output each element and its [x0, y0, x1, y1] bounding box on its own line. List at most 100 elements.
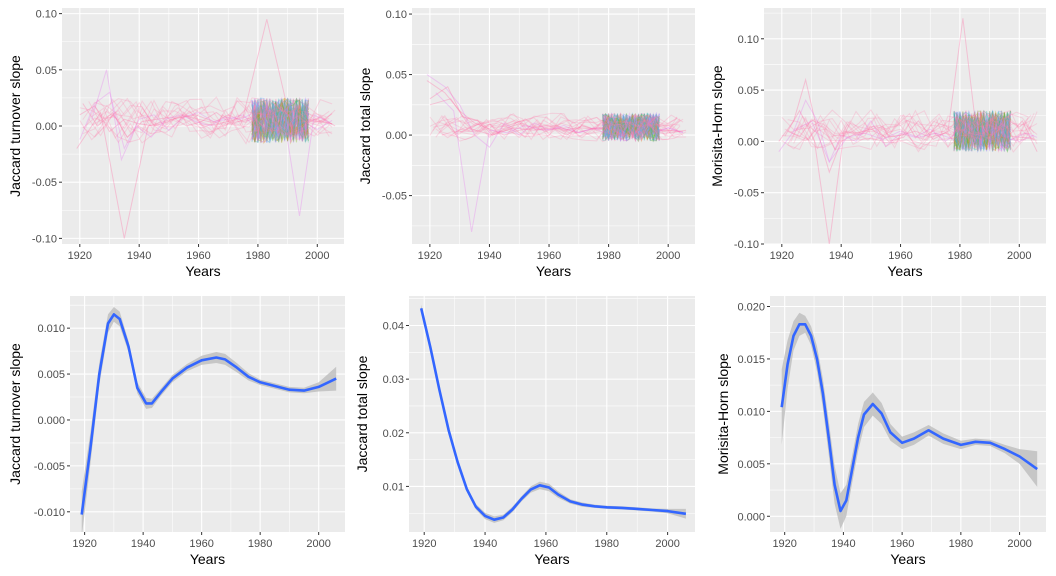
series-line [953, 109, 1011, 151]
series-line [602, 113, 660, 143]
series-line [435, 92, 684, 232]
series-line [251, 98, 309, 143]
series-line [251, 96, 309, 142]
series-line [787, 120, 1038, 153]
x-tick-label: 1940 [477, 250, 501, 262]
series-line [602, 113, 660, 140]
series-line [602, 112, 660, 133]
series-line [251, 99, 309, 143]
series-line [602, 113, 660, 140]
series-line [787, 117, 1038, 152]
series-line [781, 109, 1032, 142]
series-line [602, 116, 660, 141]
smooth-line [780, 323, 1038, 513]
series-line [602, 114, 660, 142]
series-line [602, 112, 660, 142]
series-line [251, 97, 309, 141]
series-line [251, 104, 309, 144]
series-line [251, 97, 309, 144]
series-line [953, 110, 1011, 152]
series-line [88, 98, 327, 135]
x-tick-label: 2000 [306, 538, 330, 550]
series-line [602, 114, 660, 141]
series-line [251, 101, 309, 140]
series-line [251, 99, 309, 142]
series-line [602, 113, 660, 136]
y-tick-label: 0.00 [386, 130, 407, 142]
series-line [602, 113, 660, 142]
series-line [953, 110, 1011, 151]
series-line [953, 111, 1011, 153]
series-line [251, 98, 309, 143]
x-tick-label: 1960 [534, 538, 558, 550]
series-line [953, 111, 1011, 151]
series-line [432, 112, 684, 135]
series-line [438, 113, 678, 137]
series-line [602, 114, 660, 143]
y-tick-label: 0.05 [36, 65, 57, 77]
series-line [602, 112, 660, 140]
series-line [251, 99, 309, 145]
x-axis-title: Years [890, 551, 925, 567]
series-line [432, 114, 684, 137]
series-line [251, 103, 309, 143]
series-line [602, 113, 660, 140]
series-line [251, 100, 309, 143]
series-line [251, 100, 309, 141]
series-line [953, 111, 1011, 152]
series-line [429, 85, 687, 136]
series-line [953, 110, 1011, 152]
series-line [602, 113, 660, 141]
plot-background [412, 8, 695, 244]
smooth-line [419, 308, 687, 521]
series-line [953, 115, 1011, 152]
series-line [953, 111, 1011, 152]
plot-background [70, 296, 345, 532]
series-line [953, 110, 1011, 147]
series-line [953, 111, 1011, 152]
x-tick-label: 1940 [131, 538, 155, 550]
series-line [602, 114, 660, 139]
series-line [953, 113, 1011, 152]
series-line [251, 99, 309, 143]
series-line [953, 119, 1011, 150]
series-line [251, 97, 309, 143]
series-line [602, 116, 660, 141]
series-line [602, 113, 660, 142]
series-line [251, 99, 309, 144]
series-line [793, 120, 1038, 163]
series-line [94, 101, 333, 135]
x-tick-label: 2000 [656, 250, 680, 262]
x-tick-label: 1940 [829, 250, 853, 262]
series-line [602, 113, 660, 142]
plot-area [780, 312, 1038, 529]
series-line [602, 111, 660, 143]
y-tick-label: 0.10 [386, 9, 407, 21]
series-line [251, 100, 309, 141]
series-line [953, 113, 1011, 149]
series-line [602, 115, 660, 143]
series-line [426, 74, 684, 148]
x-tick-label: 1980 [948, 250, 972, 262]
series-line [79, 97, 330, 136]
series-line [602, 113, 660, 140]
series-line [251, 97, 309, 141]
series-line [251, 97, 309, 142]
series-line [251, 100, 309, 140]
series-line [251, 100, 309, 143]
series-line [602, 116, 660, 143]
series-line [91, 69, 330, 216]
y-axis-title: Jaccard total slope [354, 355, 370, 472]
series-line [953, 110, 1011, 153]
x-tick-label: 1920 [68, 250, 92, 262]
series-line [953, 111, 1011, 150]
series-line [953, 112, 1011, 150]
series-line [94, 104, 333, 137]
y-tick-label: -0.10 [32, 233, 57, 245]
series-line [602, 114, 660, 141]
series-line [953, 112, 1011, 151]
x-tick-label: 1960 [189, 538, 213, 550]
series-line [602, 112, 660, 142]
series-line [602, 114, 660, 141]
series-line [953, 111, 1011, 151]
